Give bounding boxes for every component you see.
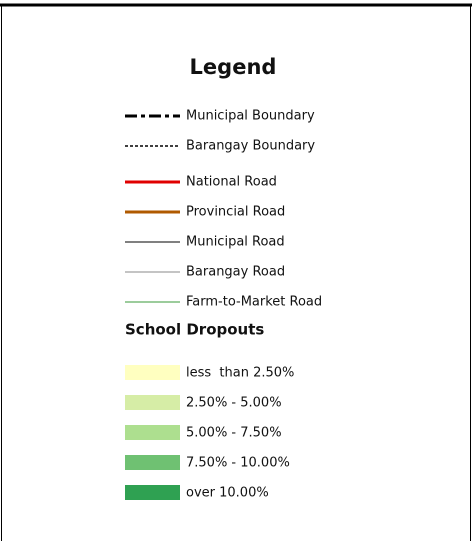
legend-label: Municipal Road [186,235,285,250]
swatch [125,365,180,380]
legend-label: 2.50% - 5.00% [186,396,282,411]
legend-label: over 10.00% [186,486,269,501]
legend-label: Provincial Road [186,205,285,220]
section-title: School Dropouts [125,321,264,339]
legend-label: Barangay Boundary [186,139,315,154]
swatch [125,395,180,410]
legend-label: 5.00% - 7.50% [186,426,282,441]
legend-label: less than 2.50% [186,366,294,381]
swatch [125,455,180,470]
legend-label: Barangay Road [186,265,285,280]
legend-title: Legend [190,55,277,79]
legend-label: National Road [186,175,277,190]
legend-label: 7.50% - 10.00% [186,456,290,471]
legend-label: Farm-to-Market Road [186,295,322,310]
swatch [125,485,180,500]
swatch [125,425,180,440]
legend-label: Municipal Boundary [186,109,315,124]
